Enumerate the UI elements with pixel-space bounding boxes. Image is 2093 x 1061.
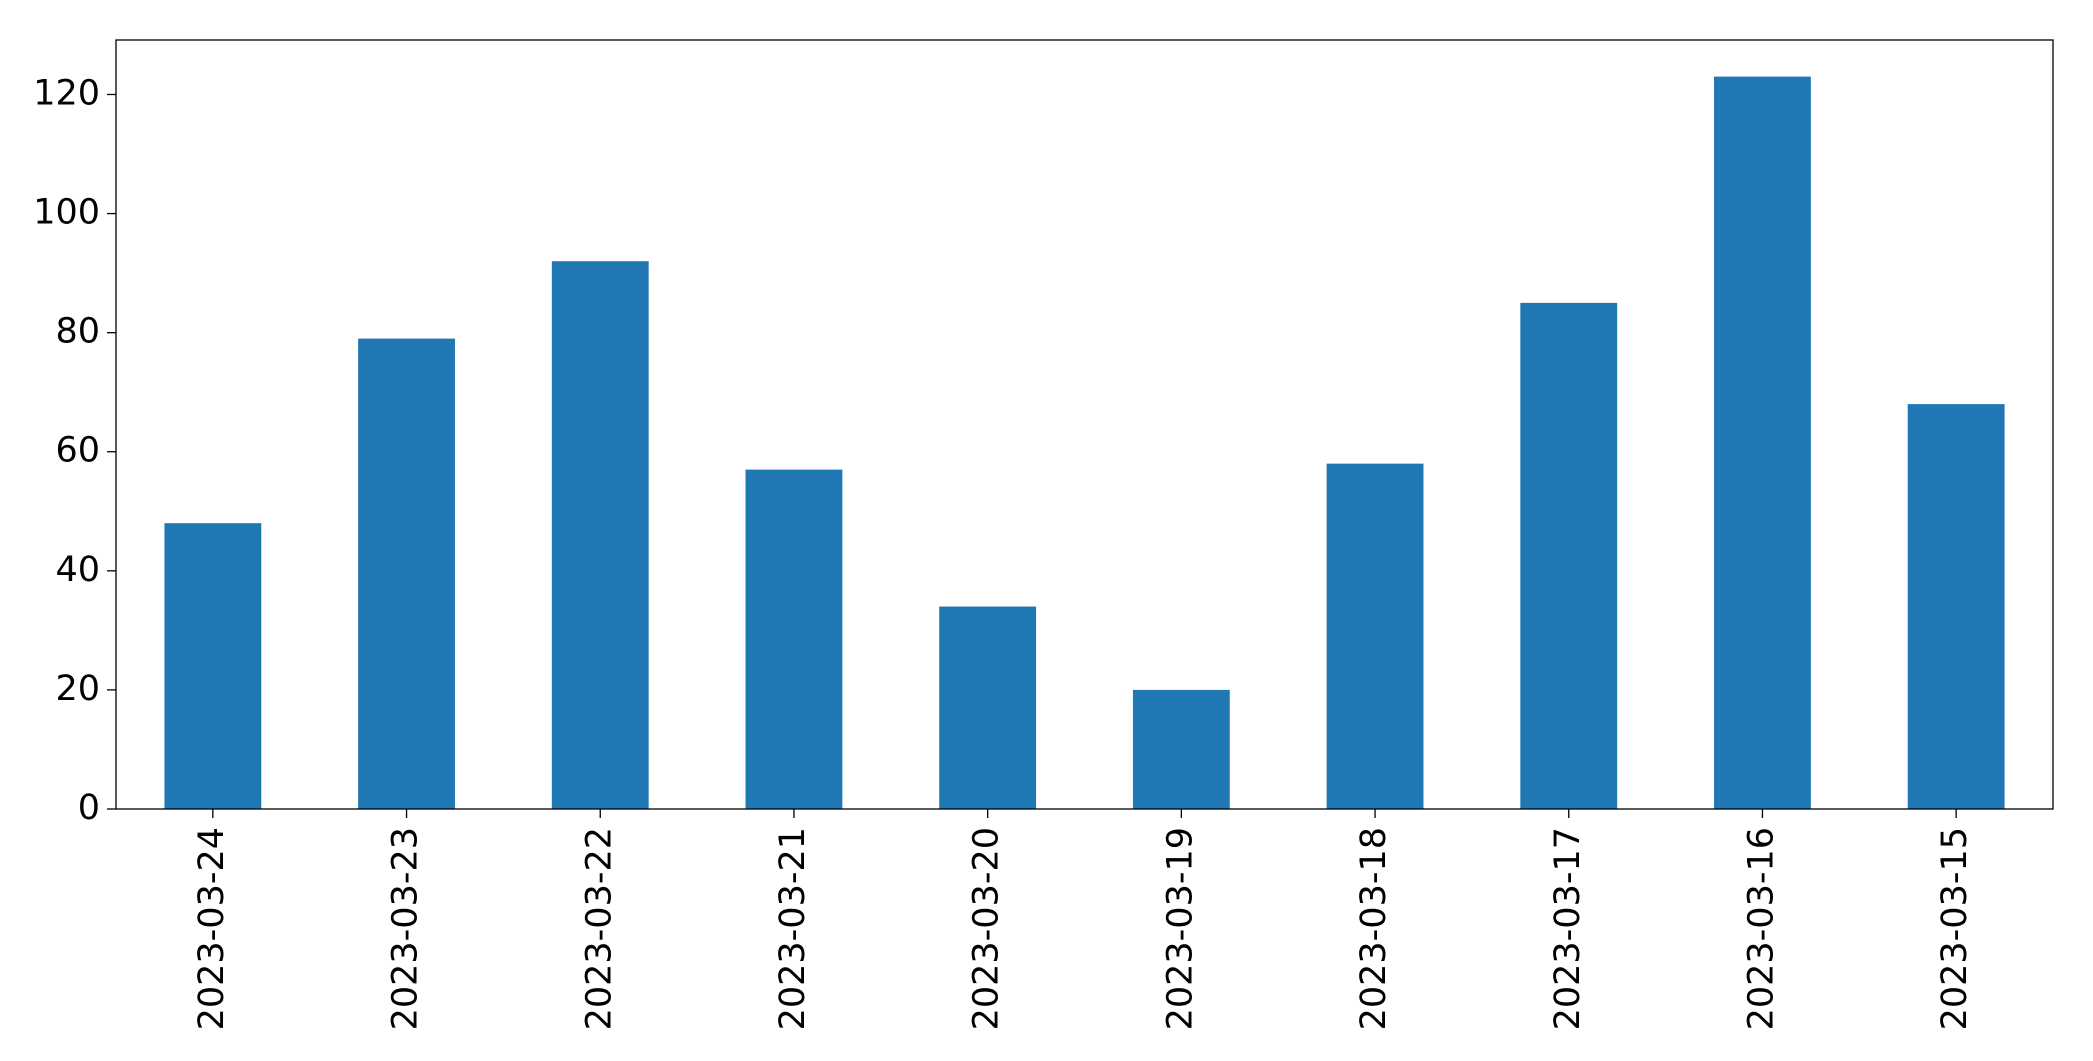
- x-tick-label: 2023-03-17: [1548, 827, 1588, 1030]
- bar: [745, 469, 843, 809]
- y-tick-label: 0: [78, 788, 100, 828]
- bar: [1714, 76, 1811, 810]
- x-tick-label: 2023-03-18: [1354, 827, 1394, 1030]
- x-tick-label: 2023-03-15: [1935, 827, 1975, 1030]
- bar: [358, 338, 455, 809]
- y-tick-label: 20: [55, 669, 100, 709]
- y-tick-label: 100: [33, 193, 100, 233]
- x-tick-label: 2023-03-20: [967, 827, 1007, 1030]
- x-tick-label: 2023-03-24: [192, 827, 232, 1030]
- x-tick-label: 2023-03-22: [579, 827, 619, 1030]
- x-tick-label: 2023-03-21: [773, 827, 813, 1030]
- plot-frame: [115, 39, 2054, 810]
- y-tick-label: 120: [33, 73, 100, 113]
- bar: [1520, 302, 1618, 809]
- x-tick-label: 2023-03-16: [1741, 827, 1781, 1030]
- bar: [1907, 404, 2005, 809]
- bar: [551, 261, 649, 809]
- bar: [1326, 463, 1424, 809]
- y-tick-label: 40: [55, 550, 100, 590]
- x-tick-label: 2023-03-19: [1160, 827, 1200, 1030]
- bar: [939, 606, 1037, 809]
- x-tick-label: 2023-03-23: [386, 827, 426, 1030]
- bar: [1132, 689, 1230, 809]
- y-tick-label: 60: [55, 431, 100, 471]
- y-tick-label: 80: [55, 312, 100, 352]
- bar: [164, 523, 262, 809]
